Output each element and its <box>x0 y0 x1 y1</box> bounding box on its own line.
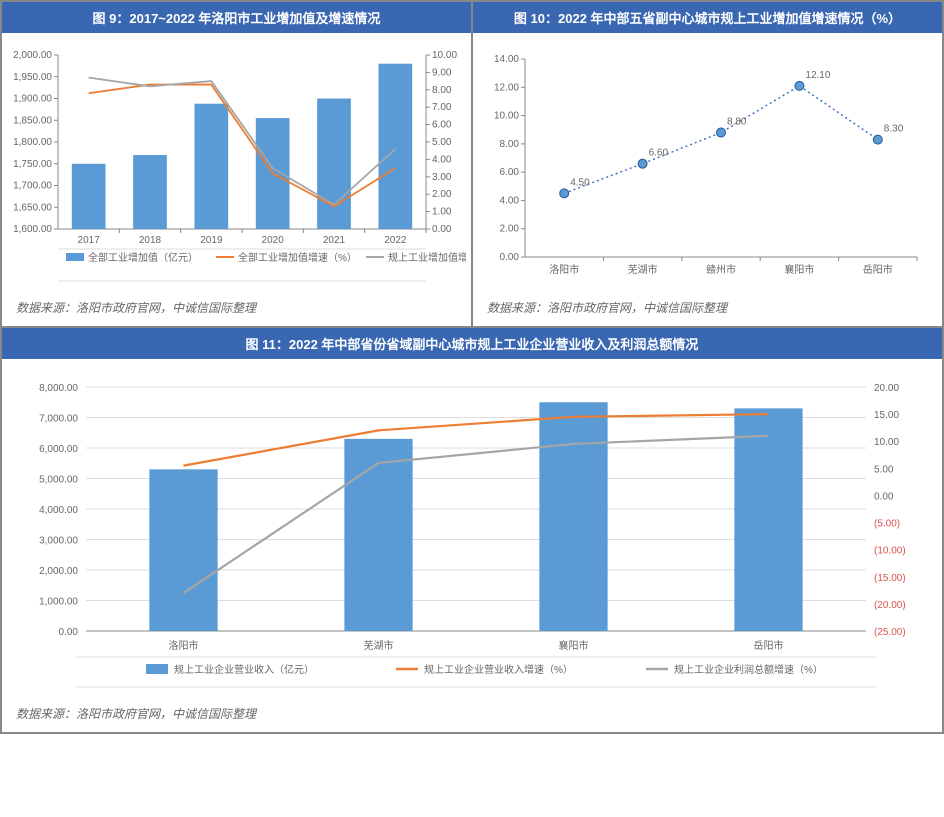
svg-text:8,000.00: 8,000.00 <box>39 383 78 394</box>
svg-text:12.10: 12.10 <box>805 70 830 81</box>
svg-text:0.00: 0.00 <box>500 252 520 263</box>
svg-text:5.00: 5.00 <box>432 137 452 148</box>
svg-text:规上工业增加值增速（%）: 规上工业增加值增速（%） <box>388 251 466 264</box>
chart11-canvas: 0.00 1,000.00 2,000.00 3,000.00 4,000.00 5,00… <box>2 359 942 697</box>
svg-text:3.00: 3.00 <box>432 172 452 183</box>
svg-text:9.00: 9.00 <box>432 67 452 78</box>
svg-text:7,000.00: 7,000.00 <box>39 414 78 425</box>
chart10-canvas: 0.00 2.00 4.00 6.00 8.00 10.00 12.00 14.00 洛阳市 芜湖… <box>473 33 942 291</box>
svg-text:3,000.00: 3,000.00 <box>39 536 78 547</box>
svg-text:8.00: 8.00 <box>500 139 520 150</box>
svg-text:1.00: 1.00 <box>432 207 452 218</box>
svg-text:规上工业企业营业收入增速（%）: 规上工业企业营业收入增速（%） <box>424 663 573 676</box>
svg-text:洛阳市: 洛阳市 <box>169 639 199 652</box>
svg-text:1,800.00: 1,800.00 <box>13 137 52 148</box>
svg-text:8.00: 8.00 <box>432 85 452 96</box>
chart11-title: 图 11：2022 年中部省份省域副中心城市规上工业企业营业收入及利润总额情况 <box>2 328 942 359</box>
svg-text:2,000.00: 2,000.00 <box>13 50 52 61</box>
svg-text:(15.00): (15.00) <box>874 573 906 584</box>
svg-text:4,000.00: 4,000.00 <box>39 505 78 516</box>
svg-text:2019: 2019 <box>200 235 223 246</box>
svg-text:(5.00): (5.00) <box>874 519 900 530</box>
svg-text:规上工业企业营业收入（亿元）: 规上工业企业营业收入（亿元） <box>174 663 314 676</box>
chart9-title: 图 9：2017~2022 年洛阳市工业增加值及增速情况 <box>2 2 471 33</box>
panel-chart10: 图 10：2022 年中部五省副中心城市规上工业增加值增速情况（%） 0.00 2… <box>472 1 943 327</box>
svg-text:10.00: 10.00 <box>874 437 899 448</box>
panel-chart11: 图 11：2022 年中部省份省域副中心城市规上工业企业营业收入及利润总额情况 … <box>1 327 943 733</box>
svg-text:全部工业增加值增速（%）: 全部工业增加值增速（%） <box>238 251 357 264</box>
svg-text:7.00: 7.00 <box>432 102 452 113</box>
chart11-source: 数据来源：洛阳市政府官网，中诚信国际整理 <box>2 697 942 732</box>
svg-text:6,000.00: 6,000.00 <box>39 444 78 455</box>
svg-text:芜湖市: 芜湖市 <box>364 639 394 652</box>
svg-text:襄阳市: 襄阳市 <box>559 639 589 652</box>
svg-text:2018: 2018 <box>139 235 162 246</box>
svg-text:1,750.00: 1,750.00 <box>13 159 52 170</box>
svg-text:8.30: 8.30 <box>884 124 904 135</box>
svg-text:2.00: 2.00 <box>432 189 452 200</box>
chart10-source: 数据来源：洛阳市政府官网，中诚信国际整理 <box>473 291 942 326</box>
svg-text:2020: 2020 <box>262 235 285 246</box>
svg-text:2,000.00: 2,000.00 <box>39 566 78 577</box>
svg-text:1,600.00: 1,600.00 <box>13 224 52 235</box>
svg-text:1,650.00: 1,650.00 <box>13 202 52 213</box>
svg-text:15.00: 15.00 <box>874 410 899 421</box>
svg-text:全部工业增加值（亿元）: 全部工业增加值（亿元） <box>88 251 198 264</box>
svg-text:0.00: 0.00 <box>432 224 452 235</box>
svg-text:赣州市: 赣州市 <box>706 263 736 276</box>
svg-text:6.60: 6.60 <box>649 148 669 159</box>
chart9-canvas: 1,600.00 1,650.00 1,700.00 1,750.00 1,800.00… <box>2 33 471 291</box>
chart9-source: 数据来源：洛阳市政府官网，中诚信国际整理 <box>2 291 471 326</box>
svg-text:4.50: 4.50 <box>570 177 590 188</box>
svg-text:洛阳市: 洛阳市 <box>549 263 579 276</box>
svg-text:14.00: 14.00 <box>494 54 519 65</box>
svg-text:芜湖市: 芜湖市 <box>628 263 658 276</box>
svg-text:(25.00): (25.00) <box>874 627 906 638</box>
chart10-svg: 0.00 2.00 4.00 6.00 8.00 10.00 12.00 14.00 洛阳市 芜湖… <box>477 47 937 287</box>
svg-text:岳阳市: 岳阳市 <box>754 639 784 652</box>
svg-text:8.80: 8.80 <box>727 117 747 128</box>
svg-text:5,000.00: 5,000.00 <box>39 475 78 486</box>
svg-text:0.00: 0.00 <box>874 491 894 502</box>
svg-text:10.00: 10.00 <box>432 50 457 61</box>
svg-text:6.00: 6.00 <box>432 120 452 131</box>
svg-text:0.00: 0.00 <box>59 627 79 638</box>
panel-chart9: 图 9：2017~2022 年洛阳市工业增加值及增速情况 1,600.001,6… <box>1 1 472 327</box>
svg-text:1,850.00: 1,850.00 <box>13 115 52 126</box>
svg-text:1,000.00: 1,000.00 <box>39 597 78 608</box>
svg-text:5.00: 5.00 <box>874 464 894 475</box>
svg-text:襄阳市: 襄阳市 <box>784 263 814 276</box>
svg-text:2022: 2022 <box>384 235 407 246</box>
svg-text:岳阳市: 岳阳市 <box>863 263 893 276</box>
svg-text:1,700.00: 1,700.00 <box>13 181 52 192</box>
svg-text:10.00: 10.00 <box>494 111 519 122</box>
svg-text:1,950.00: 1,950.00 <box>13 72 52 83</box>
svg-text:(10.00): (10.00) <box>874 546 906 557</box>
svg-text:12.00: 12.00 <box>494 82 519 93</box>
svg-text:4.00: 4.00 <box>432 154 452 165</box>
svg-text:6.00: 6.00 <box>500 167 520 178</box>
svg-text:规上工业企业利润总额增速（%）: 规上工业企业利润总额增速（%） <box>674 663 823 676</box>
svg-text:2017: 2017 <box>78 235 101 246</box>
svg-text:2.00: 2.00 <box>500 224 520 235</box>
svg-text:1,900.00: 1,900.00 <box>13 94 52 105</box>
svg-text:4.00: 4.00 <box>500 195 520 206</box>
svg-text:2021: 2021 <box>323 235 346 246</box>
chart11-svg: 0.00 1,000.00 2,000.00 3,000.00 4,000.00 5,00… <box>6 373 936 693</box>
chart10-title: 图 10：2022 年中部五省副中心城市规上工业增加值增速情况（%） <box>473 2 942 33</box>
chart9-svg: 1,600.00 1,650.00 1,700.00 1,750.00 1,800.00… <box>6 47 466 287</box>
figure-grid: 图 9：2017~2022 年洛阳市工业增加值及增速情况 1,600.001,6… <box>0 0 944 734</box>
svg-text:20.00: 20.00 <box>874 383 899 394</box>
svg-text:(20.00): (20.00) <box>874 600 906 611</box>
